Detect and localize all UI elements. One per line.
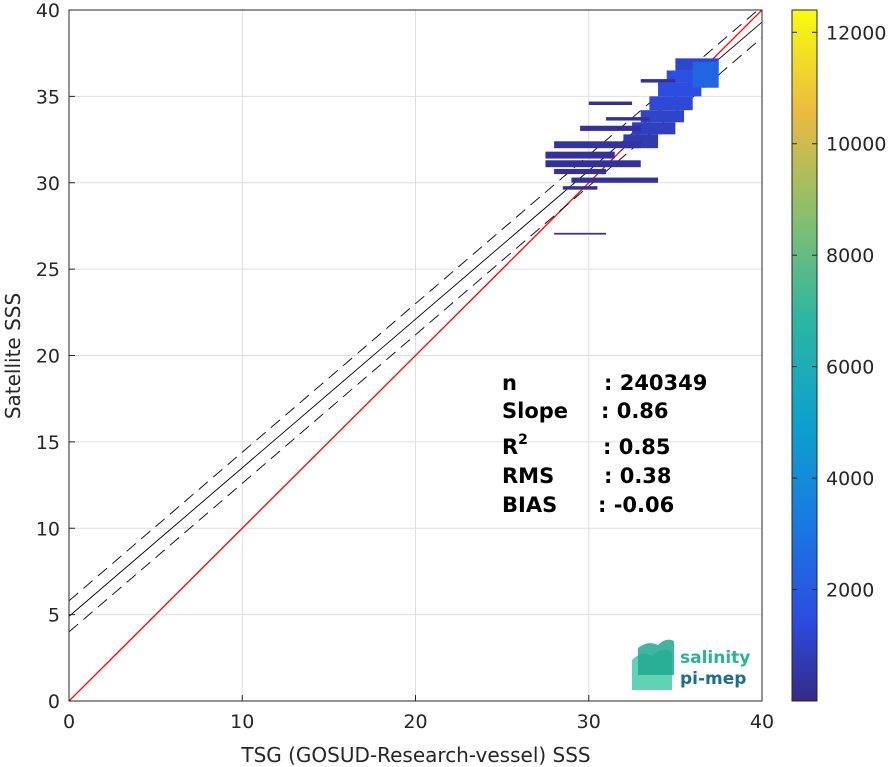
- logo-line2: pi-mep: [680, 669, 746, 689]
- colorbar-gradient: [791, 9, 818, 702]
- y-tick-label: 20: [36, 346, 60, 368]
- density-bin: [545, 151, 615, 159]
- stat-slope-value: : 0.86: [601, 399, 669, 423]
- logo-wave-icon-back: [638, 639, 674, 675]
- stat-rms-label: RMS: [502, 464, 554, 488]
- stat-r2-value: : 0.85: [603, 435, 671, 459]
- density-bin: [640, 110, 685, 123]
- y-tick-label: 0: [48, 691, 60, 713]
- logo-line1: salinity: [680, 648, 750, 668]
- y-tick-label: 40: [36, 0, 60, 22]
- colorbar-ticks: 2000 4000 6000 8000 10000 12000: [792, 22, 886, 602]
- density-bin: [640, 79, 676, 83]
- x-tick-label: 0: [63, 711, 75, 733]
- stat-bias-label: BIAS: [502, 493, 557, 517]
- x-axis-label: TSG (GOSUD-Research-vessel) SSS: [240, 743, 590, 767]
- colorbar-tick-label: 4000: [826, 468, 874, 490]
- density-bin: [545, 160, 641, 168]
- density-bin: [588, 101, 633, 106]
- y-tick-label: 30: [36, 173, 60, 195]
- density-bin: [588, 232, 607, 235]
- density-scatter: [545, 58, 719, 235]
- colorbar-tick-label: 8000: [826, 245, 874, 267]
- colorbar-tick-label: 2000: [826, 580, 874, 602]
- density-bin: [658, 82, 702, 97]
- stat-n-value: : 240349: [604, 371, 707, 395]
- x-tick-label: 20: [403, 711, 427, 733]
- y-axis-ticks: 0 5 10 15 20 25 30 35 40: [36, 0, 75, 713]
- upper-bound-line: [69, 10, 759, 602]
- density-bin: [692, 61, 719, 88]
- stats-box: n : 240349 Slope : 0.86 R2 : 0.85 RMS : …: [502, 371, 707, 517]
- y-axis-label: Satellite SSS: [1, 293, 25, 419]
- stat-n-label: n: [502, 371, 517, 395]
- density-bin: [554, 168, 607, 175]
- colorbar-tick-label: 6000: [826, 357, 874, 379]
- x-axis-ticks: 0 10 20 30 40: [63, 695, 774, 733]
- y-tick-label: 10: [36, 518, 60, 540]
- x-tick-label: 40: [750, 711, 774, 733]
- colorbar-tick-label: 12000: [826, 22, 886, 44]
- density-bin: [606, 117, 650, 121]
- x-tick-label: 30: [577, 711, 601, 733]
- stat-rms-value: : 0.38: [604, 464, 672, 488]
- density-bin: [632, 122, 676, 135]
- y-tick-label: 25: [36, 259, 60, 281]
- density-bin: [580, 125, 641, 131]
- density-bin: [649, 96, 693, 111]
- colorbar-tick-label: 10000: [826, 134, 886, 156]
- density-bin: [571, 177, 659, 183]
- density-bin: [554, 141, 641, 149]
- x-tick-label: 10: [230, 711, 254, 733]
- colorbar: 2000 4000 6000 8000 10000 12000: [791, 9, 886, 702]
- salinity-pi-mep-logo: salinity pi-mep: [632, 639, 750, 690]
- density-bin: [554, 232, 589, 235]
- y-tick-label: 35: [36, 86, 60, 108]
- y-tick-label: 15: [36, 432, 60, 454]
- density-bin: [562, 186, 598, 190]
- stat-slope-label: Slope: [502, 399, 568, 423]
- stat-bias-value: : -0.06: [598, 493, 674, 517]
- y-tick-label: 5: [48, 605, 60, 627]
